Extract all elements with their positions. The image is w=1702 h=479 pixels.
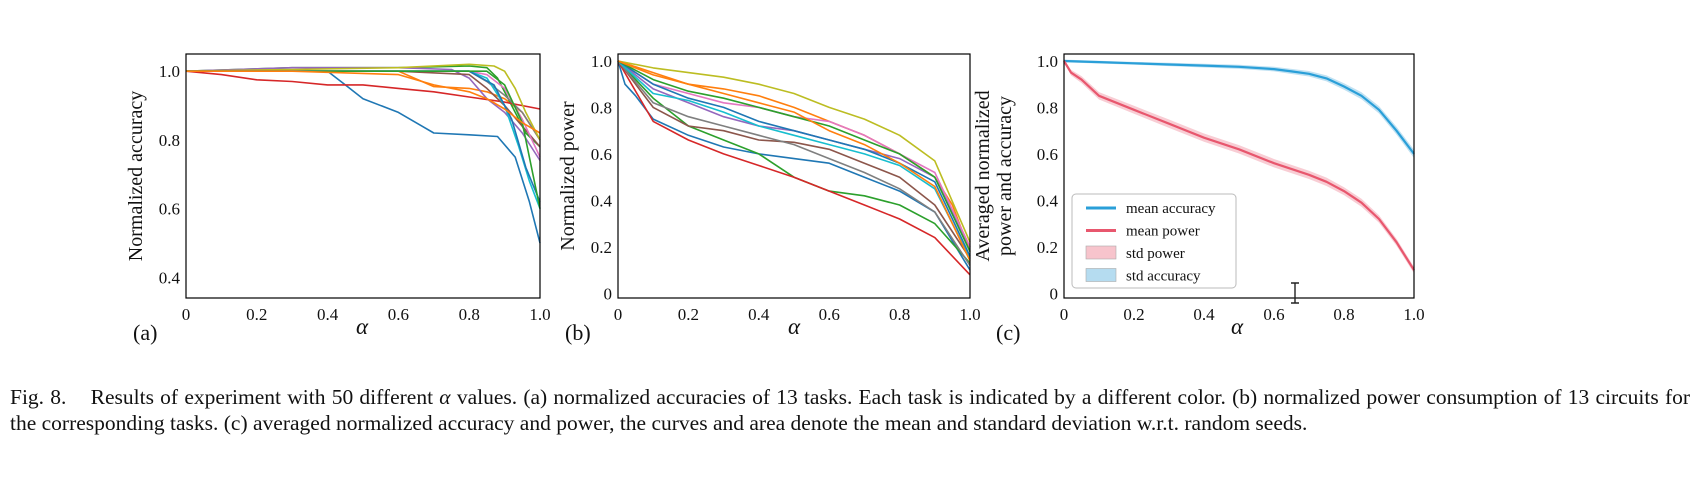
figure-caption: Fig. 8. Results of experiment with 50 di… [10, 384, 1690, 436]
series-line-7 [617, 60, 971, 248]
y-tick-label: 1.0 [591, 52, 612, 71]
panel-label: (c) [996, 320, 1020, 345]
panel-c-averaged: 0 0.2 0.4 0.6 0.8 1.0 0 0.2 0.4 0.6 0.8 1.0 α Average… [972, 52, 1425, 345]
x-tick-label: 1.0 [529, 305, 550, 324]
legend-label: std power [1126, 246, 1185, 262]
x-tick-label: 0.6 [819, 305, 840, 324]
y-tick-label: 1.0 [159, 62, 180, 81]
x-axis-label: α [1231, 314, 1244, 339]
y-tick-label: 0.4 [591, 191, 613, 210]
series-line-13 [617, 60, 971, 262]
series-line-5 [185, 66, 541, 161]
x-tick-label: 0.2 [678, 305, 699, 324]
x-tick-label: 0 [1060, 305, 1069, 324]
x-tick-label: 0.8 [1333, 305, 1354, 324]
text-cursor-icon [1291, 282, 1299, 304]
caption-lead: Results of experiment with 50 different [90, 385, 434, 409]
mean-power-line [1063, 60, 1415, 271]
x-tick-label: 0 [182, 305, 191, 324]
std-band-accuracy [1064, 59, 1414, 159]
legend-swatch [1085, 245, 1117, 260]
series-line-11 [617, 60, 971, 257]
series-line-8 [617, 60, 971, 266]
series-line-1 [186, 70, 541, 244]
series-line-12 [617, 60, 971, 252]
x-tick-label: 0.2 [246, 305, 267, 324]
series-line-6 [617, 60, 971, 259]
y-tick-label: 0.2 [591, 238, 612, 257]
y-tick-label: 0.8 [591, 98, 612, 117]
legend-label: std accuracy [1126, 269, 1201, 285]
plot-frame [617, 53, 971, 299]
series-line-10 [617, 60, 971, 259]
legend-label: mean power [1126, 224, 1200, 240]
caption-body: values. (a) normalized accuracies of 13 … [10, 385, 1691, 435]
y-tick-label: 0.4 [159, 268, 181, 287]
y-axis-label: Normalized power [557, 101, 579, 251]
panel-a-accuracy: 0 0.2 0.4 0.6 0.8 1.0 0.4 0.6 0.8 1.0 α Normalized … [125, 53, 551, 345]
plot-frame [1063, 53, 1415, 299]
y-tick-label: 0.6 [159, 200, 180, 219]
series-line-4 [617, 60, 971, 276]
legend-swatch [1085, 268, 1117, 282]
caption-symbol: α [439, 385, 451, 409]
series-line-9 [185, 63, 541, 141]
figure: 0 0.2 0.4 0.6 0.8 1.0 0.4 0.6 0.8 1.0 α Normalized … [125, 52, 1425, 345]
y-axis-label: Normalized accuracy [125, 91, 147, 261]
x-tick-label: 0 [614, 305, 623, 324]
legend-label: mean accuracy [1126, 201, 1216, 217]
series-line-7 [186, 70, 541, 158]
x-axis-label: α [788, 314, 801, 339]
y-tick-label: 0.2 [1037, 238, 1058, 257]
y-axis-label: Averaged normalized [972, 90, 994, 261]
y-tick-label: 0.6 [1037, 145, 1058, 164]
x-tick-label: 0.4 [1193, 305, 1215, 324]
series-line-9 [617, 60, 971, 243]
x-tick-label: 0.6 [1263, 305, 1284, 324]
series-line-4 [185, 70, 541, 110]
panel-b-power: 0 0.2 0.4 0.6 0.8 1.0 0 0.2 0.4 0.6 0.8 1.0 α Normali… [557, 52, 981, 345]
y-axis-label: power and accuracy [994, 96, 1016, 256]
x-tick-label: 0.2 [1123, 305, 1144, 324]
x-tick-label: 1.0 [1403, 305, 1424, 324]
std-band-power [1064, 59, 1414, 274]
y-tick-label: 0 [604, 284, 613, 303]
caption-label: Fig. 8. [10, 385, 67, 409]
y-tick-label: 0 [1050, 284, 1059, 303]
x-axis-label: α [356, 314, 369, 339]
y-tick-label: 0.6 [591, 145, 612, 164]
x-tick-label: 0.8 [889, 305, 910, 324]
x-tick-label: 1.0 [959, 305, 980, 324]
mean-accuracy-line [1063, 59, 1415, 155]
x-tick-label: 0.4 [317, 305, 339, 324]
y-tick-label: 0.8 [1037, 98, 1058, 117]
y-tick-label: 0.4 [1037, 191, 1059, 210]
y-tick-label: 0.8 [159, 131, 180, 150]
plot-frame [185, 53, 541, 299]
panel-label: (a) [133, 320, 157, 345]
series-line-13 [186, 70, 541, 134]
legend-box [1071, 193, 1237, 289]
x-tick-label: 0.4 [748, 305, 770, 324]
x-tick-label: 0.6 [388, 305, 409, 324]
y-tick-label: 1.0 [1037, 52, 1058, 71]
x-tick-label: 0.8 [459, 305, 480, 324]
panel-label: (b) [565, 320, 591, 345]
